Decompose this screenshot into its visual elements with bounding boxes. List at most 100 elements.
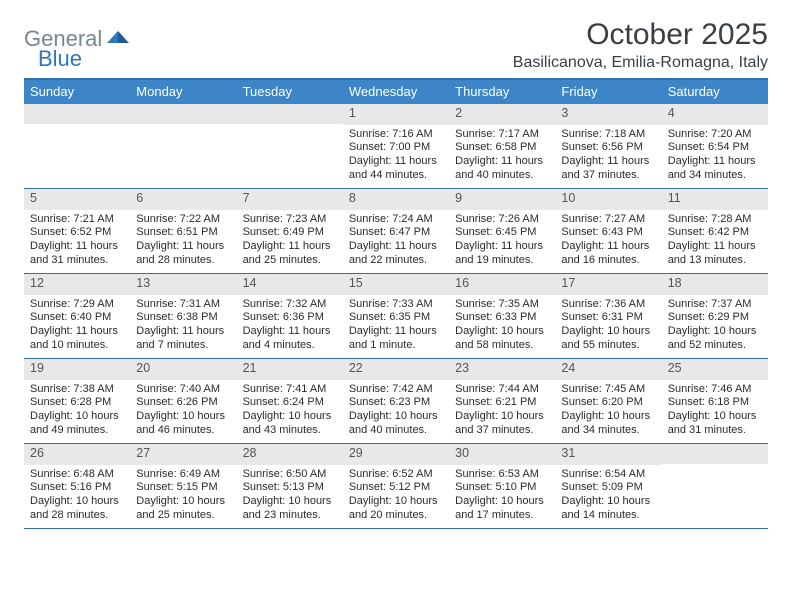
sunset-line: Sunset: 6:29 PM <box>668 311 762 325</box>
day-number: 15 <box>343 274 449 295</box>
cell-body: Sunrise: 7:38 AMSunset: 6:28 PMDaylight:… <box>24 380 130 442</box>
day-header-thursday: Thursday <box>449 80 555 104</box>
cell-body: Sunrise: 7:42 AMSunset: 6:23 PMDaylight:… <box>343 380 449 442</box>
daylight-line: Daylight: 11 hours and 19 minutes. <box>455 240 549 268</box>
sunset-line: Sunset: 6:52 PM <box>30 226 124 240</box>
calendar-cell: 10Sunrise: 7:27 AMSunset: 6:43 PMDayligh… <box>555 189 661 273</box>
calendar-cell: 5Sunrise: 7:21 AMSunset: 6:52 PMDaylight… <box>24 189 130 273</box>
day-number: 27 <box>130 444 236 465</box>
week-row: 19Sunrise: 7:38 AMSunset: 6:28 PMDayligh… <box>24 359 768 444</box>
day-number: 30 <box>449 444 555 465</box>
sunrise-line: Sunrise: 6:53 AM <box>455 468 549 482</box>
cell-body: Sunrise: 7:28 AMSunset: 6:42 PMDaylight:… <box>662 210 768 272</box>
day-number <box>237 104 343 124</box>
sunrise-line: Sunrise: 7:20 AM <box>668 128 762 142</box>
daylight-line: Daylight: 10 hours and 43 minutes. <box>243 410 337 438</box>
cell-body: Sunrise: 7:20 AMSunset: 6:54 PMDaylight:… <box>662 125 768 187</box>
sunrise-line: Sunrise: 7:24 AM <box>349 213 443 227</box>
day-number: 2 <box>449 104 555 125</box>
calendar-cell: 25Sunrise: 7:46 AMSunset: 6:18 PMDayligh… <box>662 359 768 443</box>
calendar-cell: 8Sunrise: 7:24 AMSunset: 6:47 PMDaylight… <box>343 189 449 273</box>
day-number: 5 <box>24 189 130 210</box>
sunset-line: Sunset: 6:45 PM <box>455 226 549 240</box>
cell-body: Sunrise: 7:44 AMSunset: 6:21 PMDaylight:… <box>449 380 555 442</box>
cell-body: Sunrise: 7:45 AMSunset: 6:20 PMDaylight:… <box>555 380 661 442</box>
sunrise-line: Sunrise: 7:31 AM <box>136 298 230 312</box>
calendar-cell: 7Sunrise: 7:23 AMSunset: 6:49 PMDaylight… <box>237 189 343 273</box>
sunset-line: Sunset: 5:16 PM <box>30 481 124 495</box>
cell-body: Sunrise: 7:22 AMSunset: 6:51 PMDaylight:… <box>130 210 236 272</box>
weeks-container: 1Sunrise: 7:16 AMSunset: 7:00 PMDaylight… <box>24 104 768 529</box>
calendar-cell: 15Sunrise: 7:33 AMSunset: 6:35 PMDayligh… <box>343 274 449 358</box>
calendar-cell <box>130 104 236 188</box>
day-header-wednesday: Wednesday <box>343 80 449 104</box>
header: General Blue October 2025 Basilicanova, … <box>24 18 768 72</box>
cell-body: Sunrise: 7:35 AMSunset: 6:33 PMDaylight:… <box>449 295 555 357</box>
calendar-cell: 6Sunrise: 7:22 AMSunset: 6:51 PMDaylight… <box>130 189 236 273</box>
day-number: 1 <box>343 104 449 125</box>
day-header-tuesday: Tuesday <box>237 80 343 104</box>
cell-body: Sunrise: 7:18 AMSunset: 6:56 PMDaylight:… <box>555 125 661 187</box>
calendar-cell: 1Sunrise: 7:16 AMSunset: 7:00 PMDaylight… <box>343 104 449 188</box>
sunset-line: Sunset: 6:47 PM <box>349 226 443 240</box>
daylight-line: Daylight: 10 hours and 37 minutes. <box>455 410 549 438</box>
cell-body: Sunrise: 7:41 AMSunset: 6:24 PMDaylight:… <box>237 380 343 442</box>
calendar-cell <box>24 104 130 188</box>
sunrise-line: Sunrise: 6:48 AM <box>30 468 124 482</box>
day-number: 20 <box>130 359 236 380</box>
sunset-line: Sunset: 6:43 PM <box>561 226 655 240</box>
daylight-line: Daylight: 11 hours and 1 minute. <box>349 325 443 353</box>
sunrise-line: Sunrise: 6:52 AM <box>349 468 443 482</box>
calendar-cell: 17Sunrise: 7:36 AMSunset: 6:31 PMDayligh… <box>555 274 661 358</box>
day-header-saturday: Saturday <box>662 80 768 104</box>
day-number <box>24 104 130 124</box>
cell-body: Sunrise: 7:17 AMSunset: 6:58 PMDaylight:… <box>449 125 555 187</box>
day-number: 3 <box>555 104 661 125</box>
cell-body: Sunrise: 6:49 AMSunset: 5:15 PMDaylight:… <box>130 465 236 527</box>
cell-body: Sunrise: 7:21 AMSunset: 6:52 PMDaylight:… <box>24 210 130 272</box>
daylight-line: Daylight: 10 hours and 31 minutes. <box>668 410 762 438</box>
day-number: 9 <box>449 189 555 210</box>
day-number: 7 <box>237 189 343 210</box>
sunrise-line: Sunrise: 7:45 AM <box>561 383 655 397</box>
daylight-line: Daylight: 10 hours and 20 minutes. <box>349 495 443 523</box>
calendar-cell: 13Sunrise: 7:31 AMSunset: 6:38 PMDayligh… <box>130 274 236 358</box>
calendar-cell: 9 Sunrise: 7:26 AMSunset: 6:45 PMDaylight… <box>449 189 555 273</box>
day-number: 24 <box>555 359 661 380</box>
cell-body: Sunrise: 7:33 AMSunset: 6:35 PMDaylight:… <box>343 295 449 357</box>
week-row: 12Sunrise: 7:29 AMSunset: 6:40 PMDayligh… <box>24 274 768 359</box>
daylight-line: Daylight: 11 hours and 34 minutes. <box>668 155 762 183</box>
daylight-line: Daylight: 10 hours and 14 minutes. <box>561 495 655 523</box>
sunset-line: Sunset: 6:35 PM <box>349 311 443 325</box>
cell-body: Sunrise: 6:53 AMSunset: 5:10 PMDaylight:… <box>449 465 555 527</box>
sunset-line: Sunset: 6:42 PM <box>668 226 762 240</box>
sunrise-line: Sunrise: 7:26 AM <box>455 213 549 227</box>
sunrise-line: Sunrise: 7:35 AM <box>455 298 549 312</box>
sunset-line: Sunset: 6:23 PM <box>349 396 443 410</box>
cell-body: Sunrise: 6:50 AMSunset: 5:13 PMDaylight:… <box>237 465 343 527</box>
daylight-line: Daylight: 11 hours and 44 minutes. <box>349 155 443 183</box>
sunset-line: Sunset: 5:12 PM <box>349 481 443 495</box>
sunset-line: Sunset: 5:13 PM <box>243 481 337 495</box>
sunset-line: Sunset: 6:40 PM <box>30 311 124 325</box>
cell-body: Sunrise: 7:46 AMSunset: 6:18 PMDaylight:… <box>662 380 768 442</box>
daylight-line: Daylight: 10 hours and 40 minutes. <box>349 410 443 438</box>
daylight-line: Daylight: 10 hours and 58 minutes. <box>455 325 549 353</box>
sunrise-line: Sunrise: 6:54 AM <box>561 468 655 482</box>
sunrise-line: Sunrise: 6:50 AM <box>243 468 337 482</box>
calendar-cell: 20Sunrise: 7:40 AMSunset: 6:26 PMDayligh… <box>130 359 236 443</box>
cell-body: Sunrise: 6:54 AMSunset: 5:09 PMDaylight:… <box>555 465 661 527</box>
daylight-line: Daylight: 10 hours and 23 minutes. <box>243 495 337 523</box>
daylight-line: Daylight: 10 hours and 55 minutes. <box>561 325 655 353</box>
calendar-cell: 30Sunrise: 6:53 AMSunset: 5:10 PMDayligh… <box>449 444 555 528</box>
location: Basilicanova, Emilia-Romagna, Italy <box>513 54 768 72</box>
calendar-cell: 21Sunrise: 7:41 AMSunset: 6:24 PMDayligh… <box>237 359 343 443</box>
sunset-line: Sunset: 5:09 PM <box>561 481 655 495</box>
daylight-line: Daylight: 11 hours and 37 minutes. <box>561 155 655 183</box>
sunset-line: Sunset: 6:20 PM <box>561 396 655 410</box>
calendar-cell: 24Sunrise: 7:45 AMSunset: 6:20 PMDayligh… <box>555 359 661 443</box>
sunrise-line: Sunrise: 7:18 AM <box>561 128 655 142</box>
cell-body: Sunrise: 7:31 AMSunset: 6:38 PMDaylight:… <box>130 295 236 357</box>
day-header-monday: Monday <box>130 80 236 104</box>
calendar-cell: 14Sunrise: 7:32 AMSunset: 6:36 PMDayligh… <box>237 274 343 358</box>
